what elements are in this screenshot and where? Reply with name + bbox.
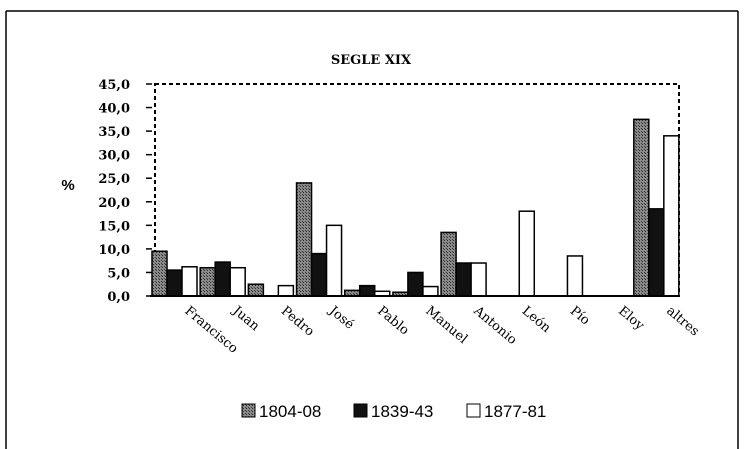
x-tick-label-Juan: Juan — [228, 302, 262, 334]
bar-1877-81-Francisco — [181, 266, 198, 297]
legend-label-1839-43: 1839-43 — [371, 402, 433, 421]
legend-swatch-1877-81 — [466, 403, 481, 418]
bar-1839-43-Manuel — [407, 271, 424, 297]
legend-label-1877-81: 1877-81 — [484, 402, 546, 421]
bar-1877-81-Pedro — [277, 284, 295, 297]
y-tick-label: 35,0 — [98, 125, 130, 140]
y-tick-label: 30,0 — [98, 149, 130, 164]
bar-1804-08-Juan — [199, 266, 216, 297]
legend-swatch-1839-43 — [353, 403, 368, 418]
bar-1804-08-Antonio — [440, 231, 457, 297]
legend-swatch-1804-08 — [241, 403, 256, 418]
bar-1877-81-Juan — [229, 266, 246, 297]
bar-1804-08-Francisco — [151, 250, 168, 297]
bar-1839-43-Antonio — [455, 262, 472, 297]
y-tick-label: 25,0 — [98, 172, 130, 187]
x-tick-label-Pedro: Pedro — [278, 304, 317, 340]
bar-1877-81-León — [518, 210, 536, 297]
x-tick-label-José: José — [325, 302, 357, 333]
bar-1839-43-Juan — [214, 261, 231, 297]
x-tick-label-altres: altres — [663, 304, 702, 340]
bar-1839-43-José — [310, 252, 328, 297]
legend-label-1804-08: 1804-08 — [259, 402, 321, 421]
y-tick-label: 5,0 — [107, 266, 130, 281]
bar-1877-81-altres — [663, 135, 680, 297]
bar-1877-81-Antonio — [470, 262, 487, 297]
y-axis-label: % — [61, 177, 74, 194]
bar-1877-81-José — [325, 224, 343, 297]
y-tick-label: 10,0 — [98, 243, 130, 258]
y-tick-label: 0,0 — [107, 290, 130, 305]
y-tick-label: 15,0 — [98, 219, 130, 234]
x-tick-label-Eloy: Eloy — [615, 304, 647, 334]
bars-group — [151, 118, 680, 297]
bar-1839-43-altres — [648, 208, 665, 297]
x-tick-label-Antonio: Antonio — [470, 303, 520, 348]
bar-1804-08-José — [295, 182, 313, 297]
x-tick-label-Pío: Pío — [567, 304, 593, 329]
plot-area-border — [154, 83, 680, 297]
bar-1839-43-Francisco — [166, 269, 183, 297]
legend: 1804-08 1839-43 1877-81 — [241, 402, 546, 421]
y-tick-label: 45,0 — [98, 78, 130, 93]
y-tick-label: 20,0 — [98, 196, 130, 211]
bar-1877-81-Manuel — [422, 285, 439, 297]
y-tick-label: 40,0 — [98, 102, 130, 117]
bar-1804-08-Pedro — [247, 283, 265, 297]
x-tick-label-Pablo: Pablo — [374, 304, 412, 339]
x-tick-label-Manuel: Manuel — [422, 304, 470, 347]
bar-1839-43-Pablo — [358, 284, 376, 297]
x-tick-label-León: León — [519, 304, 554, 337]
y-axis-ticks: 0,0 5,0 10,0 15,0 20,0 25,0 30,0 35,0 40,0 45,0 — [98, 78, 152, 305]
bar-1804-08-altres — [633, 118, 650, 297]
chart-title: SEGLE XIX — [331, 53, 412, 68]
bar-1877-81-Pío — [566, 255, 584, 297]
